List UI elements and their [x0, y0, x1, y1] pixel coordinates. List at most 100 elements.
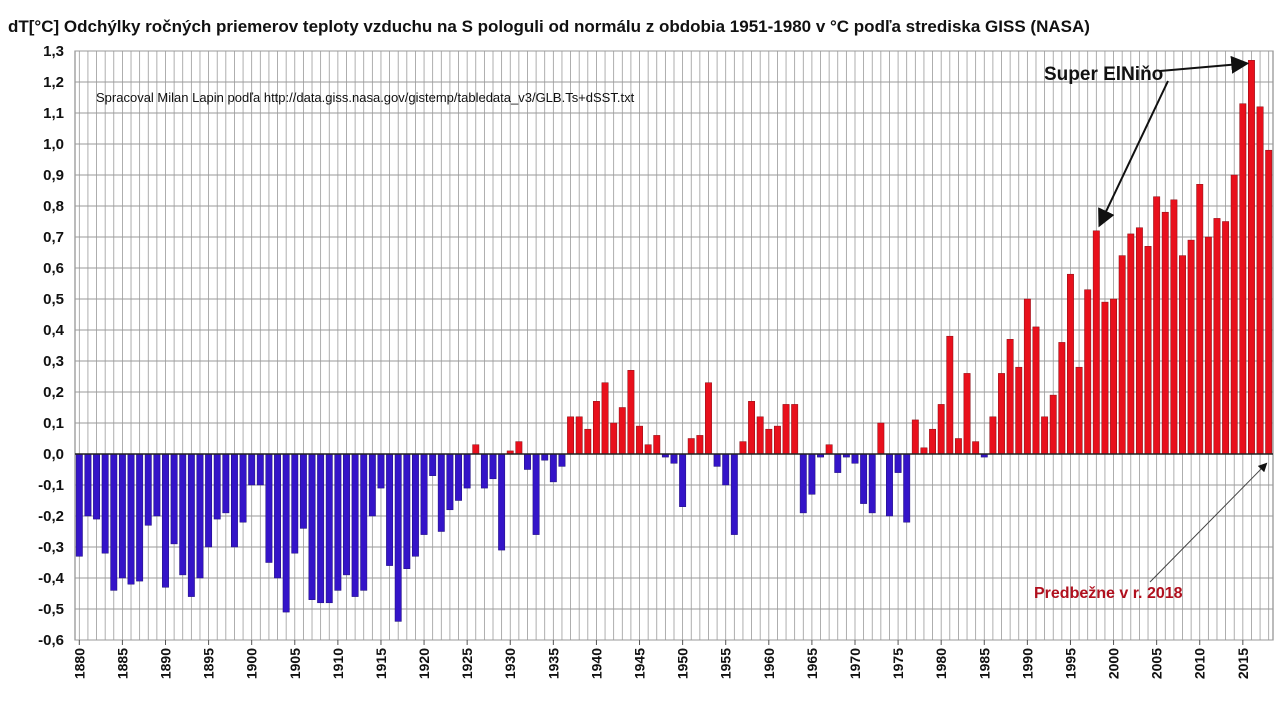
y-tick-label: -0,1 [38, 477, 64, 494]
bar-1943 [618, 407, 626, 455]
bar-2011 [1204, 236, 1212, 455]
y-tick-label: 0,3 [43, 353, 64, 370]
bar-1912 [351, 453, 359, 597]
bar-1936 [558, 453, 566, 467]
bar-1893 [187, 453, 195, 597]
bar-1891 [170, 453, 178, 545]
bar-1938 [575, 416, 583, 455]
bar-1927 [480, 453, 488, 489]
bar-2018 [1265, 149, 1273, 455]
bar-1983 [963, 373, 971, 455]
bar-1918 [403, 453, 411, 569]
bar-1955 [722, 453, 730, 486]
bar-1973 [877, 422, 885, 455]
bar-2004 [1144, 246, 1152, 455]
bar-1935 [549, 453, 557, 483]
bar-1920 [420, 453, 428, 535]
bar-1949 [670, 453, 678, 464]
bar-1945 [636, 425, 643, 455]
bar-1964 [799, 453, 807, 514]
bar-1971 [860, 453, 868, 504]
bar-1986 [989, 416, 997, 455]
bar-1922 [437, 453, 445, 532]
bar-1934 [541, 453, 549, 461]
y-tick-label: -0,3 [38, 539, 64, 556]
bar-1975 [894, 453, 902, 473]
bar-1967 [825, 444, 833, 455]
y-tick-label: 1,2 [43, 74, 64, 91]
x-tick-label: 2005 [1149, 648, 1165, 679]
bar-1999 [1101, 301, 1109, 455]
bar-1997 [1084, 289, 1092, 455]
bar-2008 [1179, 255, 1186, 455]
bar-2003 [1135, 227, 1143, 455]
y-tick-label: 0,8 [43, 198, 64, 215]
bar-1925 [463, 453, 471, 489]
y-tick-label: -0,2 [38, 508, 64, 525]
bar-1963 [791, 404, 799, 455]
bar-1987 [998, 373, 1005, 455]
bar-1951 [687, 438, 695, 455]
x-tick-label: 1980 [933, 648, 949, 679]
bar-1915 [377, 453, 385, 489]
bar-1908 [317, 453, 325, 604]
bar-1970 [851, 453, 859, 464]
bar-2006 [1161, 211, 1169, 455]
bar-1895 [205, 453, 213, 548]
bar-1909 [325, 453, 333, 604]
y-tick-label: -0,5 [38, 601, 64, 618]
bar-2005 [1153, 196, 1161, 455]
bar-1959 [756, 416, 764, 455]
bar-2012 [1213, 218, 1221, 455]
bar-1928 [489, 453, 497, 480]
bar-1894 [196, 453, 204, 579]
bar-1911 [343, 453, 350, 576]
bar-1937 [567, 416, 575, 455]
bar-1940 [592, 401, 600, 455]
bar-2017 [1256, 106, 1264, 455]
plot-area: 1,3 1,2 1,1 1,0 0,9 0,8 0,7 0,6 0,5 0,4 0,3 0,2 0,1 0… [38, 43, 1274, 679]
bar-1980 [937, 404, 945, 455]
bar-2002 [1127, 233, 1135, 455]
bar-1952 [696, 435, 704, 455]
bar-2015 [1239, 103, 1247, 455]
y-tick-label: 0,9 [43, 167, 64, 184]
el-nino-annotation: Super ElNiňo [1044, 64, 1163, 85]
bar-1944 [627, 370, 635, 455]
x-tick-label: 1885 [114, 648, 130, 679]
bar-1958 [748, 401, 756, 455]
y-tick-label: 0,0 [43, 446, 64, 463]
x-tick-label: 2015 [1235, 648, 1251, 679]
x-tick-label: 1925 [459, 648, 475, 679]
bar-1962 [782, 404, 790, 455]
bar-1886 [127, 453, 135, 585]
x-tick-label: 1990 [1019, 648, 1035, 679]
bar-1887 [136, 453, 144, 582]
bar-1883 [101, 453, 109, 554]
bar-1995 [1067, 273, 1074, 455]
bar-1889 [153, 453, 161, 517]
bar-1992 [1041, 416, 1049, 455]
bar-1901 [256, 453, 264, 486]
x-tick-label: 1935 [545, 648, 561, 679]
x-tick-label: 1960 [761, 648, 777, 679]
bar-2001 [1118, 255, 1126, 455]
bar-1981 [946, 335, 954, 455]
bar-1916 [386, 453, 394, 566]
bar-1890 [162, 453, 169, 588]
bar-1979 [929, 428, 937, 455]
x-tick-label: 1945 [632, 648, 648, 679]
y-tick-label: 1,1 [43, 105, 64, 122]
bar-2016 [1248, 60, 1255, 455]
bar-1941 [601, 382, 609, 455]
bar-1904 [282, 453, 290, 613]
x-tick-label: 1985 [976, 648, 992, 679]
bar-1882 [93, 453, 100, 520]
bar-1954 [713, 453, 721, 467]
bar-1885 [118, 453, 126, 579]
bar-1961 [773, 425, 781, 455]
bar-1968 [834, 453, 842, 473]
bar-1984 [972, 441, 980, 455]
y-tick-label: 0,6 [43, 260, 64, 277]
bar-1899 [239, 453, 247, 523]
